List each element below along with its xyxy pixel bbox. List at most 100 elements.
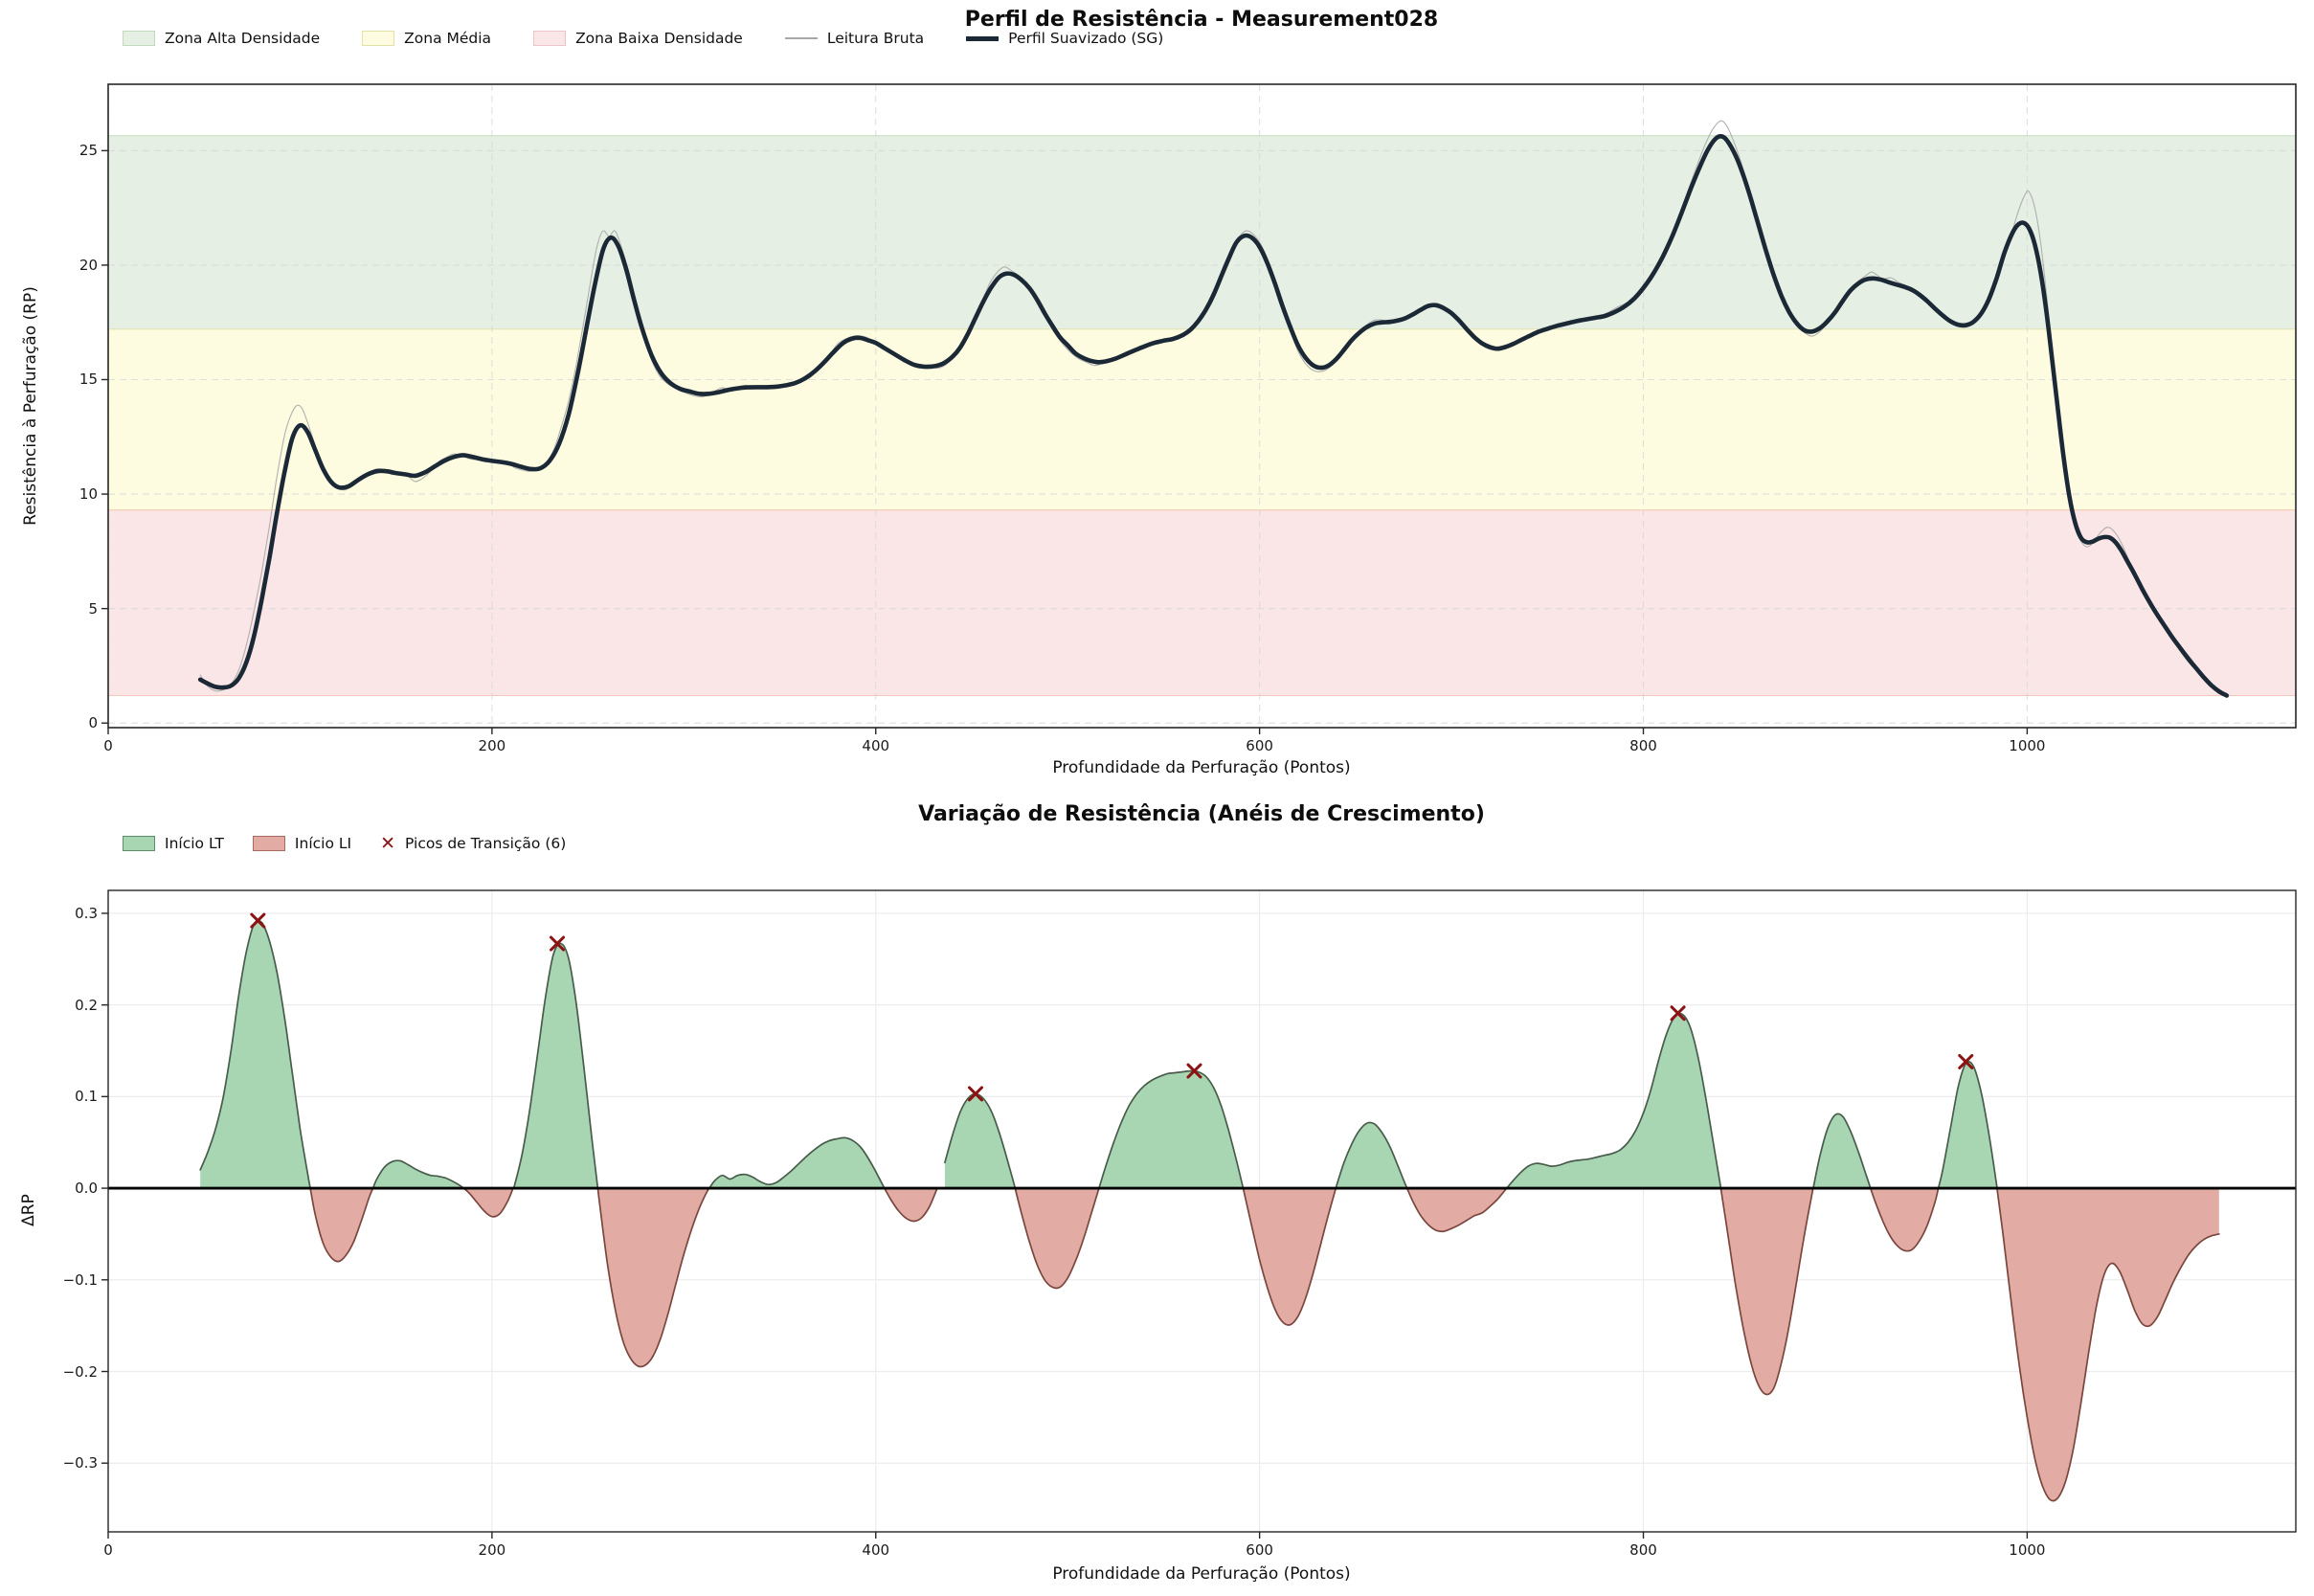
top-chart-zones <box>108 135 2296 697</box>
lt-edge <box>708 1136 886 1189</box>
top-chart-legend-item: Zona Baixa Densidade <box>533 30 743 47</box>
bottom-y-tick-label: 0.0 <box>75 1180 98 1198</box>
legend-item-label: Leitura Bruta <box>826 30 925 47</box>
legend-item-label: Picos de Transição (6) <box>405 835 567 852</box>
bottom-x-tick-label: 400 <box>862 1541 890 1559</box>
li-edge <box>1405 1187 1508 1233</box>
bottom-chart-title: Variação de Resistência (Anéis de Cresci… <box>918 802 1485 826</box>
bottom-chart-spines <box>107 889 2297 1533</box>
top-x-tick-label: 800 <box>1629 737 1657 754</box>
x-marker <box>1670 1005 1686 1022</box>
top-chart-legend-item: Leitura Bruta <box>784 30 925 47</box>
bottom-chart-fills <box>199 919 2220 1502</box>
top-y-tick-label: 5 <box>88 599 98 618</box>
top-chart-legend: Zona Alta Densidade Zona Média Zona Baixa … <box>123 30 1163 47</box>
x-marker <box>967 1086 983 1102</box>
li-area <box>1243 1188 1337 1326</box>
lt-edge <box>944 1092 1017 1189</box>
li-edge <box>883 1187 938 1223</box>
lt-area <box>1336 1122 1407 1189</box>
li-area <box>1720 1187 1813 1395</box>
legend-patch-swatch <box>123 31 155 46</box>
lt-area <box>512 943 598 1189</box>
li-edge <box>596 1187 710 1368</box>
top-x-tick-label: 1000 <box>2009 737 2046 754</box>
top-chart-spines <box>107 83 2297 729</box>
top-chart-legend-item: Zona Média <box>362 30 491 47</box>
legend-item-label: Início LI <box>294 835 352 852</box>
top-chart-ticks <box>101 149 2029 734</box>
lt-edge <box>1335 1121 1408 1190</box>
top-chart-legend-item: Perfil Suavizado (SG) <box>966 30 1163 47</box>
bottom-chart-grid <box>107 890 2296 1532</box>
legend-item-label: Início LT <box>165 835 224 852</box>
lt-edge <box>1937 1061 1998 1190</box>
bottom-y-tick-label: −0.1 <box>62 1270 98 1289</box>
top-chart-title: Perfil de Resistência - Measurement028 <box>964 8 1439 32</box>
li-edge <box>1242 1187 1337 1326</box>
li-area <box>310 1188 373 1262</box>
lt-edge <box>1098 1069 1245 1189</box>
top-y-tick-label: 10 <box>79 485 98 504</box>
li-edge <box>1869 1187 1940 1252</box>
legend-line-swatch <box>784 37 818 39</box>
x-marker <box>1186 1063 1202 1079</box>
lt-edge <box>1505 1012 1722 1190</box>
bottom-y-tick-label: 0.2 <box>75 996 98 1014</box>
li-area <box>463 1188 513 1217</box>
li-area <box>1406 1188 1507 1232</box>
li-area <box>1870 1188 1939 1251</box>
li-area <box>597 1188 709 1367</box>
lt-edge <box>512 942 599 1189</box>
top-x-tick-label: 200 <box>478 737 506 754</box>
lt-area <box>1938 1061 1998 1190</box>
top-x-tick-label: 600 <box>1246 737 1273 754</box>
bottom-chart-legend-item: Início LI <box>252 835 352 852</box>
li-area <box>1996 1188 2219 1501</box>
li-edge <box>309 1187 374 1263</box>
legend-item-label: Perfil Suavizado (SG) <box>1008 30 1164 47</box>
smoothed-profile-line <box>197 133 2230 698</box>
top-y-tick-label: 20 <box>79 256 98 274</box>
top-chart-legend-item: Zona Alta Densidade <box>123 30 320 47</box>
x-marker-icon: ✕ <box>380 833 395 854</box>
li-edge <box>462 1187 514 1218</box>
bottom-x-tick-label: 1000 <box>2009 1541 2046 1559</box>
lt-area <box>1098 1070 1244 1189</box>
bottom-chart-ticks <box>101 912 2029 1539</box>
bottom-chart-legend-item: ✕ Picos de Transição (6) <box>380 833 567 854</box>
li-area <box>1015 1187 1100 1289</box>
bottom-y-tick-label: −0.2 <box>62 1362 98 1381</box>
x-marker <box>1958 1053 1974 1069</box>
lt-edge <box>371 1159 464 1189</box>
zone-band <box>108 328 2296 510</box>
bottom-x-tick-label: 0 <box>103 1541 113 1559</box>
top-x-tick-label: 400 <box>862 737 890 754</box>
legend-patch-swatch <box>252 836 285 851</box>
legend-patch-swatch <box>533 31 567 46</box>
lt-area <box>1812 1113 1871 1189</box>
bottom-x-tick-label: 600 <box>1246 1541 1273 1559</box>
legend-patch-swatch <box>123 836 155 851</box>
li-area <box>884 1188 937 1222</box>
bottom-y-tick-label: 0.3 <box>75 904 98 922</box>
transition-peak-markers <box>250 912 1974 1102</box>
legend-item-label: Zona Média <box>404 30 492 47</box>
top-y-tick-label: 15 <box>79 371 98 389</box>
lt-area <box>200 920 311 1189</box>
lt-area <box>372 1160 464 1189</box>
top-chart-ylabel: Resistência à Perfuração (RP) <box>21 286 40 526</box>
li-edge <box>1014 1186 1100 1290</box>
lt-area <box>709 1137 885 1189</box>
bottom-y-tick-label: 0.1 <box>75 1088 98 1106</box>
zone-band <box>108 135 2296 329</box>
lt-area <box>1506 1013 1721 1189</box>
bottom-y-tick-label: −0.3 <box>62 1454 98 1472</box>
legend-line-swatch <box>966 35 1000 41</box>
bottom-chart-ylabel: ΔRP <box>19 1194 38 1226</box>
top-x-tick-label: 0 <box>103 737 113 754</box>
top-chart-series <box>197 120 2230 698</box>
li-edge <box>1996 1187 2220 1502</box>
